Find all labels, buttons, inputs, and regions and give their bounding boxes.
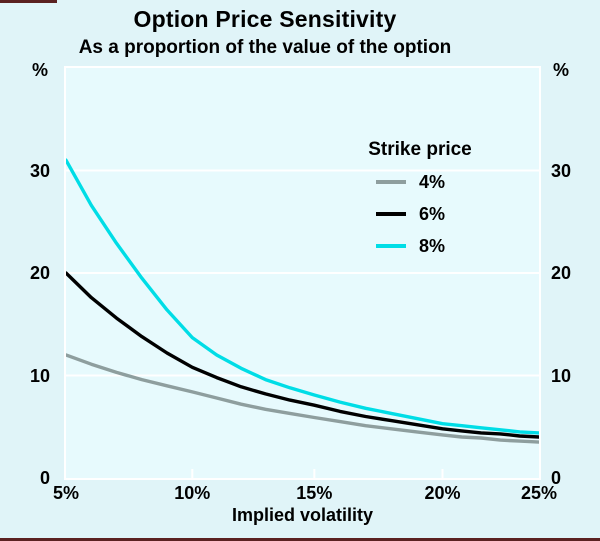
x-axis-title: Implied volatility [231,505,374,525]
legend-swatch-8% [376,244,406,248]
x-tick-label-15%: 15% [296,483,333,503]
legend-entry-6%: 6% [350,201,490,227]
y-tick-label-0: 0 [551,468,562,488]
legend-label-6%: 6% [419,204,446,224]
chart-canvas [66,158,539,478]
y-tick-label-10: 10 [551,365,572,386]
series-line-6% [66,271,539,439]
x-tick-label-20%: 20% [424,483,461,503]
y-tick-label-30: 30 [29,160,50,181]
legend-swatch-6% [376,212,406,216]
legend-label-8%: 8% [419,236,446,256]
y-axis-labels-right: 0 10 20 30 [543,68,595,489]
legend-entry-4%: 4% [350,169,490,195]
y-tick-label-20: 20 [551,263,572,283]
y-tick-label-30: 30 [551,160,572,181]
crop-mark-bottom [0,538,600,541]
legend-title: Strike price [368,139,472,160]
series-line-4% [66,353,539,444]
chart-title: Option Price Sensitivity [133,6,397,32]
series-line-8% [66,158,539,435]
x-tick-label-25%: 25% [520,483,558,503]
y-tick-label-20: 20 [29,263,50,283]
title-block: Option Price Sensitivity As a proportion… [0,0,530,59]
y-tick-label-10: 10 [29,365,50,386]
legend-swatch-4% [376,180,406,184]
chart-subtitle: As a proportion of the value of the opti… [78,37,452,58]
legend-entry-8%: 8% [350,233,490,259]
plot-area [64,66,541,480]
x-tick-label-10%: 10% [174,483,211,503]
legend: Strike price 4% 6% 8% [350,139,490,259]
legend-label-4%: 4% [419,172,446,192]
y-unit-label-right: % [553,60,570,80]
crop-mark-top [0,0,57,3]
y-axis-labels-left: 0 10 20 30 [0,68,58,489]
y-unit-label-left: % [31,60,48,80]
x-axis-labels: 5% 10% 15% 20% 25% [53,483,557,507]
x-tick-label-5%: 5% [52,483,80,503]
y-tick-label-0: 0 [39,468,50,488]
